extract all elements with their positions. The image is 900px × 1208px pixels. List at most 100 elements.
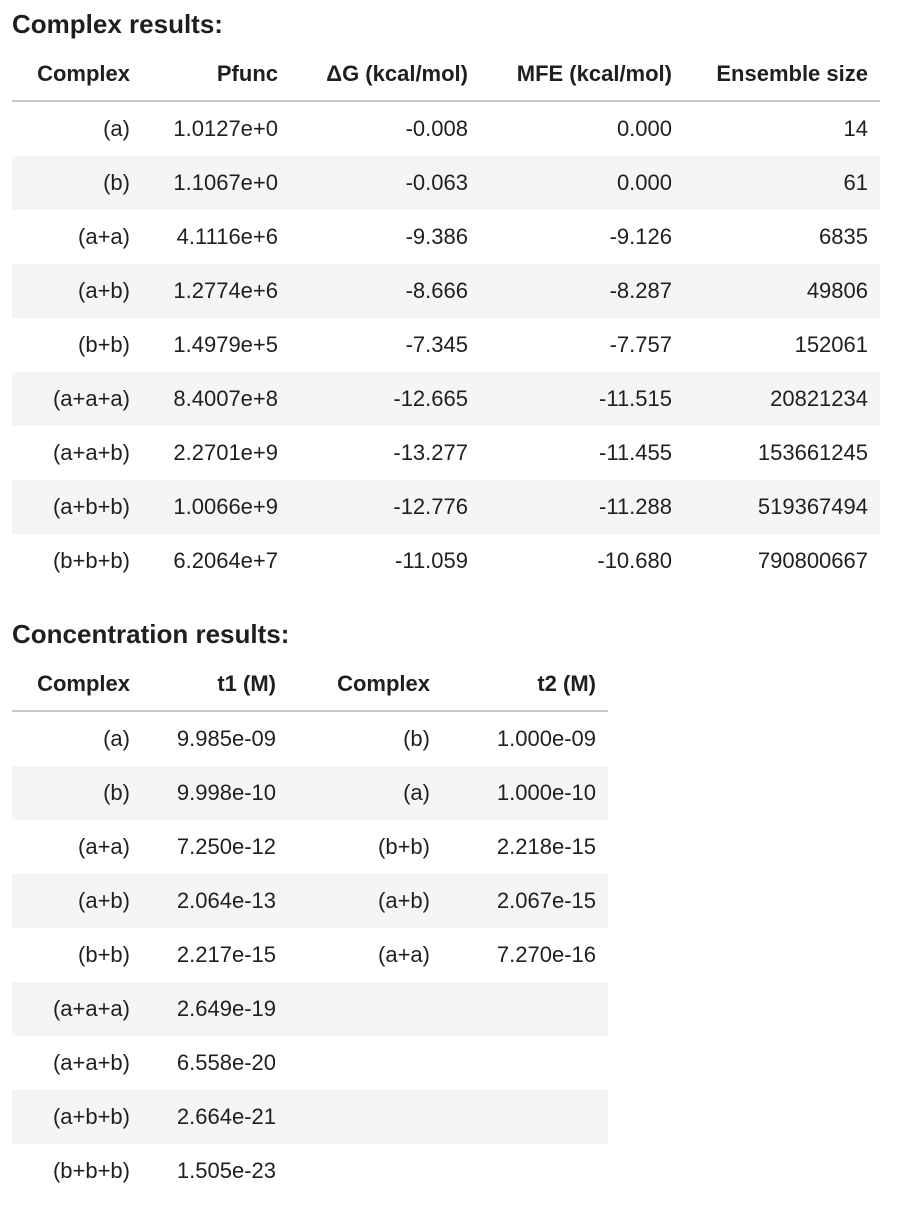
table-row: (a+b+b) 1.0066e+9 -12.776 -11.288 519367494 xyxy=(12,480,880,534)
table-row: (b) 1.1067e+0 -0.063 0.000 61 xyxy=(12,156,880,210)
cell-t1-concentration: 1.505e-23 xyxy=(176,1158,276,1183)
cell-complex-t1: (a) xyxy=(103,726,130,751)
cell-ensemble-size: 6835 xyxy=(819,224,868,249)
cell-mfe: -7.757 xyxy=(609,332,672,357)
cell-ensemble-size: 790800667 xyxy=(757,548,868,573)
cell-complex-t1: (a+a+b) xyxy=(52,1050,130,1075)
cell-delta-g: -13.277 xyxy=(393,440,468,465)
cell-complex: (b) xyxy=(12,156,142,210)
cell-ensemble-size: 153661245 xyxy=(757,440,868,465)
cell-complex-t2: (b) xyxy=(403,726,430,751)
cell-ensemble-size: 519367494 xyxy=(684,480,880,534)
cell-t1-concentration: 9.998e-10 xyxy=(142,766,288,820)
cell-ensemble-size: 14 xyxy=(843,116,868,141)
cell-mfe: 0.000 xyxy=(616,116,672,141)
complex-results-title: Complex results: xyxy=(12,9,223,39)
cell-mfe: -11.288 xyxy=(480,480,684,534)
table-row: (a+a) 7.250e-12 (b+b) 2.218e-15 xyxy=(12,820,608,874)
cell-complex-t1: (a+b) xyxy=(12,874,142,928)
table-row: (a) 1.0127e+0 -0.008 0.000 14 xyxy=(12,101,880,156)
cell-t1-concentration: 2.064e-13 xyxy=(142,874,288,928)
table-row: (a+a+a) 2.649e-19 xyxy=(12,982,608,1036)
cell-complex: (a+b) xyxy=(12,264,142,318)
cell-t1-concentration: 2.649e-19 xyxy=(142,982,288,1036)
cell-pfunc: 1.1067e+0 xyxy=(142,156,290,210)
cell-t2-concentration xyxy=(442,1036,608,1090)
cell-mfe: -10.680 xyxy=(597,548,672,573)
cell-complex-t2: (b+b) xyxy=(378,834,430,859)
concentration-header-row: Complex t1 (M) Complex t2 (M) xyxy=(12,657,608,712)
cell-complex: (a) xyxy=(103,116,130,141)
cell-t1-concentration: 6.558e-20 xyxy=(176,1050,276,1075)
complex-results-body: (a) 1.0127e+0 -0.008 0.000 14 (b) 1.1067e+0 -0.… xyxy=(12,101,880,588)
cell-delta-g: -12.665 xyxy=(290,372,480,426)
cell-t1-concentration: 2.664e-21 xyxy=(142,1090,288,1144)
cell-mfe: -9.126 xyxy=(609,224,672,249)
column-header-delta-g: ΔG (kcal/mol) xyxy=(290,47,480,102)
cell-pfunc: 1.4979e+5 xyxy=(173,332,278,357)
cell-ensemble-size: 152061 xyxy=(794,332,868,357)
cell-complex-t2: (a) xyxy=(288,766,442,820)
cell-delta-g: -9.386 xyxy=(405,224,468,249)
cell-delta-g: -0.008 xyxy=(405,116,468,141)
column-header-complex-t1: Complex xyxy=(12,657,142,712)
concentration-results-title: Concentration results: xyxy=(12,619,290,649)
cell-delta-g: -12.776 xyxy=(290,480,480,534)
cell-delta-g: -11.059 xyxy=(395,548,468,573)
cell-complex-t1: (a+b+b) xyxy=(12,1090,142,1144)
cell-t2-concentration: 7.270e-16 xyxy=(496,942,596,967)
table-row: (a+b) 1.2774e+6 -8.666 -8.287 49806 xyxy=(12,264,880,318)
table-row: (b+b+b) 1.505e-23 xyxy=(12,1144,608,1198)
table-row: (a+a+b) 6.558e-20 xyxy=(12,1036,608,1090)
cell-ensemble-size: 20821234 xyxy=(684,372,880,426)
column-header-pfunc: Pfunc xyxy=(142,47,290,102)
cell-delta-g: -7.345 xyxy=(405,332,468,357)
column-header-mfe: MFE (kcal/mol) xyxy=(480,47,684,102)
cell-t1-concentration: 7.250e-12 xyxy=(176,834,276,859)
cell-t1-concentration: 2.217e-15 xyxy=(176,942,276,967)
complex-results-table: Complex Pfunc ΔG (kcal/mol) MFE (kcal/mo… xyxy=(12,47,880,588)
cell-mfe: -11.455 xyxy=(599,440,672,465)
table-row: (a) 9.985e-09 (b) 1.000e-09 xyxy=(12,711,608,766)
cell-t2-concentration: 2.218e-15 xyxy=(496,834,596,859)
cell-t2-concentration xyxy=(442,1144,608,1198)
cell-complex-t2 xyxy=(288,1036,442,1090)
cell-mfe: -11.515 xyxy=(480,372,684,426)
cell-complex-t1: (a+a) xyxy=(78,834,130,859)
cell-t1-concentration: 9.985e-09 xyxy=(176,726,276,751)
table-row: (b+b) 2.217e-15 (a+a) 7.270e-16 xyxy=(12,928,608,982)
table-row: (a+b+b) 2.664e-21 xyxy=(12,1090,608,1144)
cell-mfe: 0.000 xyxy=(480,156,684,210)
cell-t2-concentration xyxy=(442,1090,608,1144)
cell-complex-t1: (b) xyxy=(12,766,142,820)
cell-pfunc: 4.1116e+6 xyxy=(176,224,278,249)
cell-delta-g: -8.666 xyxy=(290,264,480,318)
table-row: (b+b+b) 6.2064e+7 -11.059 -10.680 790800667 xyxy=(12,534,880,588)
cell-complex-t2 xyxy=(288,1144,442,1198)
column-header-complex: Complex xyxy=(12,47,142,102)
cell-complex-t1: (b+b+b) xyxy=(52,1158,130,1183)
cell-t2-concentration xyxy=(442,982,608,1036)
cell-complex: (b+b) xyxy=(78,332,130,357)
cell-ensemble-size: 49806 xyxy=(684,264,880,318)
cell-pfunc: 1.2774e+6 xyxy=(142,264,290,318)
cell-pfunc: 6.2064e+7 xyxy=(173,548,278,573)
column-header-t1: t1 (M) xyxy=(142,657,288,712)
cell-complex-t2: (a+b) xyxy=(288,874,442,928)
table-row: (a+a+a) 8.4007e+8 -12.665 -11.515 20821234 xyxy=(12,372,880,426)
cell-complex: (a+a) xyxy=(78,224,130,249)
cell-complex: (a+a+b) xyxy=(52,440,130,465)
table-row: (b+b) 1.4979e+5 -7.345 -7.757 152061 xyxy=(12,318,880,372)
cell-pfunc: 8.4007e+8 xyxy=(142,372,290,426)
table-row: (a+a+b) 2.2701e+9 -13.277 -11.455 153661245 xyxy=(12,426,880,480)
cell-complex-t2 xyxy=(288,982,442,1036)
cell-t2-concentration: 1.000e-10 xyxy=(442,766,608,820)
table-row: (a+a) 4.1116e+6 -9.386 -9.126 6835 xyxy=(12,210,880,264)
cell-pfunc: 1.0066e+9 xyxy=(142,480,290,534)
column-header-complex-t2: Complex xyxy=(288,657,442,712)
cell-pfunc: 1.0127e+0 xyxy=(173,116,278,141)
cell-complex-t2: (a+a) xyxy=(378,942,430,967)
cell-pfunc: 2.2701e+9 xyxy=(173,440,278,465)
concentration-results-table: Complex t1 (M) Complex t2 (M) (a) 9.985e-… xyxy=(12,657,608,1198)
cell-complex: (b+b+b) xyxy=(52,548,130,573)
